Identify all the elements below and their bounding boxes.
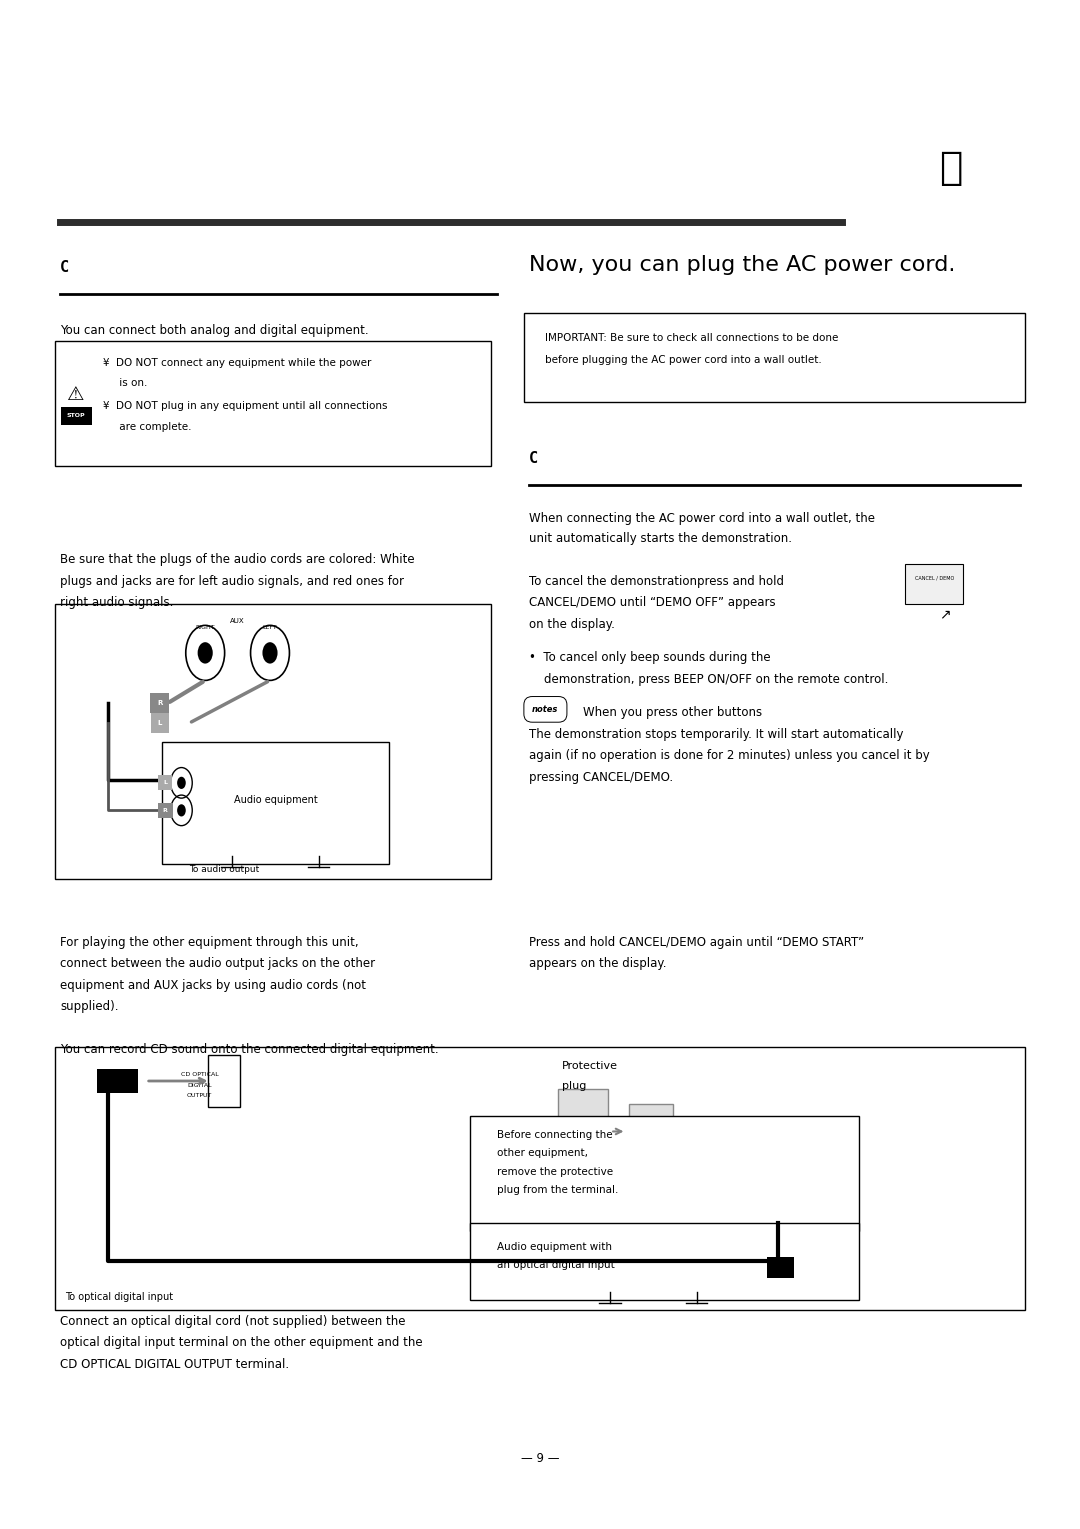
Text: CD OPTICAL: CD OPTICAL (181, 1072, 218, 1076)
Text: L: L (158, 720, 162, 726)
Text: IMPORTANT: Be sure to check all connections to be done: IMPORTANT: Be sure to check all connecti… (545, 333, 839, 344)
FancyBboxPatch shape (55, 341, 491, 466)
Text: is on.: is on. (104, 378, 148, 388)
Text: Protective: Protective (562, 1061, 618, 1072)
Text: Press and hold CANCEL/DEMO again until “DEMO START”: Press and hold CANCEL/DEMO again until “… (529, 936, 864, 950)
Text: on the display.: on the display. (529, 618, 616, 631)
Text: You can connect both analog and digital equipment.: You can connect both analog and digital … (60, 324, 368, 338)
Text: DIGITAL: DIGITAL (188, 1083, 212, 1087)
Text: connect between the audio output jacks on the other: connect between the audio output jacks o… (60, 957, 375, 971)
FancyBboxPatch shape (162, 742, 389, 864)
Text: When you press other buttons: When you press other buttons (583, 706, 762, 720)
FancyBboxPatch shape (470, 1223, 859, 1300)
FancyBboxPatch shape (905, 564, 963, 604)
Text: again (if no operation is done for 2 minutes) unless you cancel it by: again (if no operation is done for 2 min… (529, 749, 930, 763)
Text: 🎵: 🎵 (939, 150, 962, 187)
Text: other equipment,: other equipment, (497, 1148, 588, 1159)
Text: When connecting the AC power cord into a wall outlet, the: When connecting the AC power cord into a… (529, 512, 875, 526)
Text: remove the protective: remove the protective (497, 1167, 613, 1177)
Circle shape (262, 642, 278, 664)
Text: The demonstration stops temporarily. It will start automatically: The demonstration stops temporarily. It … (529, 728, 904, 742)
Text: R: R (163, 807, 167, 813)
Text: CANCEL / DEMO: CANCEL / DEMO (915, 575, 954, 581)
Text: notes: notes (532, 705, 558, 714)
Text: unit automatically starts the demonstration.: unit automatically starts the demonstrat… (529, 532, 793, 546)
Text: pressing CANCEL/DEMO.: pressing CANCEL/DEMO. (529, 771, 673, 784)
Text: optical digital input terminal on the other equipment and the: optical digital input terminal on the ot… (60, 1336, 422, 1350)
Text: ¥  DO NOT plug in any equipment until all connections: ¥ DO NOT plug in any equipment until all… (104, 401, 388, 411)
Text: ⚠: ⚠ (67, 385, 85, 404)
Text: supplied).: supplied). (60, 1000, 119, 1014)
Text: Audio equipment with: Audio equipment with (497, 1242, 611, 1252)
Text: an optical digital input: an optical digital input (497, 1260, 615, 1271)
Text: OUTPUT: OUTPUT (187, 1093, 213, 1098)
Text: Audio equipment: Audio equipment (233, 795, 318, 804)
FancyBboxPatch shape (55, 604, 491, 879)
FancyBboxPatch shape (629, 1104, 673, 1151)
FancyBboxPatch shape (524, 313, 1025, 402)
Text: R: R (158, 700, 162, 706)
Text: You can record CD sound onto the connected digital equipment.: You can record CD sound onto the connect… (60, 1043, 438, 1057)
Text: appears on the display.: appears on the display. (529, 957, 666, 971)
Bar (767, 1257, 794, 1278)
Text: C: C (60, 260, 69, 275)
Text: ↗: ↗ (940, 607, 950, 621)
Circle shape (177, 804, 186, 816)
Text: plug: plug (562, 1081, 586, 1092)
Text: To cancel the demonstrationpress and hold: To cancel the demonstrationpress and hol… (529, 575, 784, 589)
Circle shape (177, 777, 186, 789)
FancyBboxPatch shape (208, 1055, 240, 1107)
Text: •  To cancel only beep sounds during the: • To cancel only beep sounds during the (529, 651, 771, 665)
Text: equipment and AUX jacks by using audio cords (not: equipment and AUX jacks by using audio c… (60, 979, 366, 992)
FancyBboxPatch shape (558, 1089, 608, 1144)
Text: before plugging the AC power cord into a wall outlet.: before plugging the AC power cord into a… (545, 355, 822, 365)
FancyBboxPatch shape (55, 1047, 1025, 1310)
Text: plugs and jacks are for left audio signals, and red ones for: plugs and jacks are for left audio signa… (60, 575, 404, 589)
Text: CANCEL/DEMO until “DEMO OFF” appears: CANCEL/DEMO until “DEMO OFF” appears (529, 596, 775, 610)
Text: right audio signals.: right audio signals. (60, 596, 174, 610)
Text: C: C (529, 451, 538, 466)
Text: Now, you can plug the AC power cord.: Now, you can plug the AC power cord. (529, 255, 956, 275)
Text: Connect an optical digital cord (not supplied) between the: Connect an optical digital cord (not sup… (60, 1315, 405, 1329)
Text: Be sure that the plugs of the audio cords are colored: White: Be sure that the plugs of the audio cord… (60, 553, 415, 567)
Text: LEFT: LEFT (262, 625, 278, 630)
Text: L: L (163, 780, 167, 786)
Text: To optical digital input: To optical digital input (66, 1292, 174, 1303)
Text: demonstration, press BEEP ON/OFF on the remote control.: demonstration, press BEEP ON/OFF on the … (529, 673, 889, 687)
Text: For playing the other equipment through this unit,: For playing the other equipment through … (60, 936, 359, 950)
Text: are complete.: are complete. (104, 422, 192, 433)
Text: — 9 —: — 9 — (521, 1451, 559, 1465)
Text: AUX: AUX (230, 618, 245, 624)
Text: plug from the terminal.: plug from the terminal. (497, 1185, 618, 1196)
Text: STOP: STOP (67, 413, 85, 419)
Bar (97, 1069, 138, 1093)
Text: ¥  DO NOT connect any equipment while the power: ¥ DO NOT connect any equipment while the… (104, 358, 372, 368)
FancyBboxPatch shape (470, 1116, 859, 1231)
Text: Before connecting the: Before connecting the (497, 1130, 612, 1141)
Text: To audio output: To audio output (189, 865, 259, 875)
Text: CD OPTICAL DIGITAL OUTPUT terminal.: CD OPTICAL DIGITAL OUTPUT terminal. (60, 1358, 289, 1372)
Text: RIGHT: RIGHT (195, 625, 215, 630)
Circle shape (198, 642, 213, 664)
